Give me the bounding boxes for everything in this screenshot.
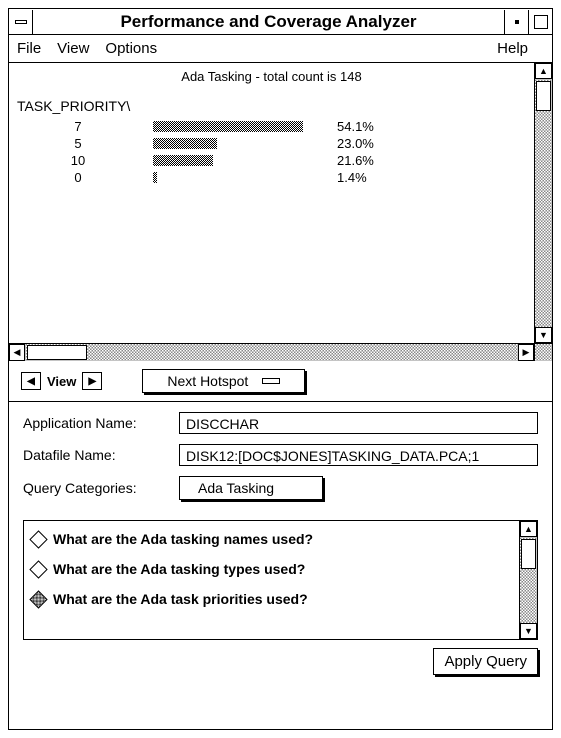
query-item-text: What are the Ada tasking names used?: [53, 531, 313, 547]
scroll-left-icon[interactable]: ◀: [9, 344, 25, 361]
query-panel: What are the Ada tasking names used? What…: [23, 520, 538, 640]
chart-row-percent: 23.0%: [323, 136, 374, 151]
chart-vscrollbar[interactable]: ▲ ▼: [534, 63, 552, 343]
chart-row: 0 1.4%: [13, 169, 530, 186]
main-window: Performance and Coverage Analyzer File V…: [8, 8, 553, 730]
menu-options[interactable]: Options: [105, 40, 157, 57]
chart-row: 7 54.1%: [13, 118, 530, 135]
app-name-field[interactable]: DISCCHAR: [179, 412, 538, 434]
chart-title: Ada Tasking - total count is 148: [13, 69, 530, 84]
titlebar: Performance and Coverage Analyzer: [9, 9, 552, 35]
datafile-field[interactable]: DISK12:[DOC$JONES]TASKING_DATA.PCA;1: [179, 444, 538, 466]
datafile-label: Datafile Name:: [23, 447, 173, 463]
chart-area: Ada Tasking - total count is 148 TASK_PR…: [9, 63, 534, 343]
menu-help[interactable]: Help: [497, 40, 528, 57]
chart-hscroll-row: ◀ ▶: [9, 343, 552, 361]
hscroll-thumb[interactable]: [27, 345, 87, 360]
apply-query-button[interactable]: Apply Query: [433, 648, 538, 675]
query-item-text: What are the Ada task priorities used?: [53, 591, 308, 607]
scroll-right-icon[interactable]: ▶: [518, 344, 534, 361]
menu-view[interactable]: View: [57, 40, 89, 57]
scroll-up-icon[interactable]: ▲: [535, 63, 552, 79]
option-indicator-icon: [262, 378, 280, 384]
chart-row-label: 7: [13, 119, 153, 134]
minimize-icon: [15, 20, 27, 24]
query-category-option[interactable]: Ada Tasking: [179, 476, 323, 500]
menubar: File View Options Help: [9, 35, 552, 63]
chart-row-percent: 54.1%: [323, 119, 374, 134]
query-item-text: What are the Ada tasking types used?: [53, 561, 305, 577]
chart-bar: [153, 121, 303, 132]
next-hotspot-button[interactable]: Next Hotspot: [142, 369, 305, 393]
apply-query-label: Apply Query: [444, 653, 527, 670]
chart-row-percent: 1.4%: [323, 170, 367, 185]
query-item[interactable]: What are the Ada task priorities used?: [32, 591, 511, 607]
diamond-icon: [29, 590, 47, 608]
scroll-up-icon[interactable]: ▲: [520, 521, 537, 537]
next-hotspot-label: Next Hotspot: [167, 373, 248, 389]
app-name-label: Application Name:: [23, 415, 173, 431]
scroll-thumb[interactable]: [536, 81, 551, 111]
apply-row: Apply Query: [9, 648, 552, 685]
chart-row-percent: 21.6%: [323, 153, 374, 168]
chart-panel: Ada Tasking - total count is 148 TASK_PR…: [9, 63, 552, 343]
window-min-button[interactable]: [504, 10, 528, 34]
diamond-icon: [29, 560, 47, 578]
box-icon: [534, 15, 548, 29]
view-stepper: ◀ View ▶: [21, 372, 102, 390]
chart-row-label: 10: [13, 153, 153, 168]
diamond-icon: [29, 530, 47, 548]
chart-row-label: 5: [13, 136, 153, 151]
query-cat-value: Ada Tasking: [198, 480, 274, 496]
view-next-button[interactable]: ▶: [82, 372, 102, 390]
chart-header: TASK_PRIORITY\: [13, 98, 530, 114]
chart-bar: [153, 138, 217, 149]
query-item[interactable]: What are the Ada tasking types used?: [32, 561, 511, 577]
scroll-corner: [534, 344, 552, 361]
chart-row-label: 0: [13, 170, 153, 185]
chart-hscrollbar[interactable]: ◀ ▶: [9, 344, 534, 361]
chart-bar-area: [153, 155, 323, 166]
menu-file[interactable]: File: [17, 40, 41, 57]
window-max-button[interactable]: [528, 10, 552, 34]
view-label: View: [47, 374, 76, 389]
chart-row: 10 21.6%: [13, 152, 530, 169]
chart-bar-area: [153, 121, 323, 132]
query-cat-label: Query Categories:: [23, 480, 173, 496]
view-prev-button[interactable]: ◀: [21, 372, 41, 390]
chart-bar-area: [153, 138, 323, 149]
query-item[interactable]: What are the Ada tasking names used?: [32, 531, 511, 547]
window-menu-button[interactable]: [9, 10, 33, 34]
query-vscrollbar[interactable]: ▲ ▼: [519, 521, 537, 639]
form-section: Application Name: DISCCHAR Datafile Name…: [9, 401, 552, 516]
chart-row: 5 23.0%: [13, 135, 530, 152]
scroll-down-icon[interactable]: ▼: [535, 327, 552, 343]
scroll-thumb[interactable]: [521, 539, 536, 569]
view-controls-row: ◀ View ▶ Next Hotspot: [9, 361, 552, 401]
query-list: What are the Ada tasking names used? What…: [24, 521, 519, 639]
chart-bar: [153, 172, 157, 183]
window-title: Performance and Coverage Analyzer: [33, 12, 504, 32]
chart-bar: [153, 155, 213, 166]
dot-icon: [515, 20, 519, 24]
chart-bar-area: [153, 172, 323, 183]
scroll-down-icon[interactable]: ▼: [520, 623, 537, 639]
